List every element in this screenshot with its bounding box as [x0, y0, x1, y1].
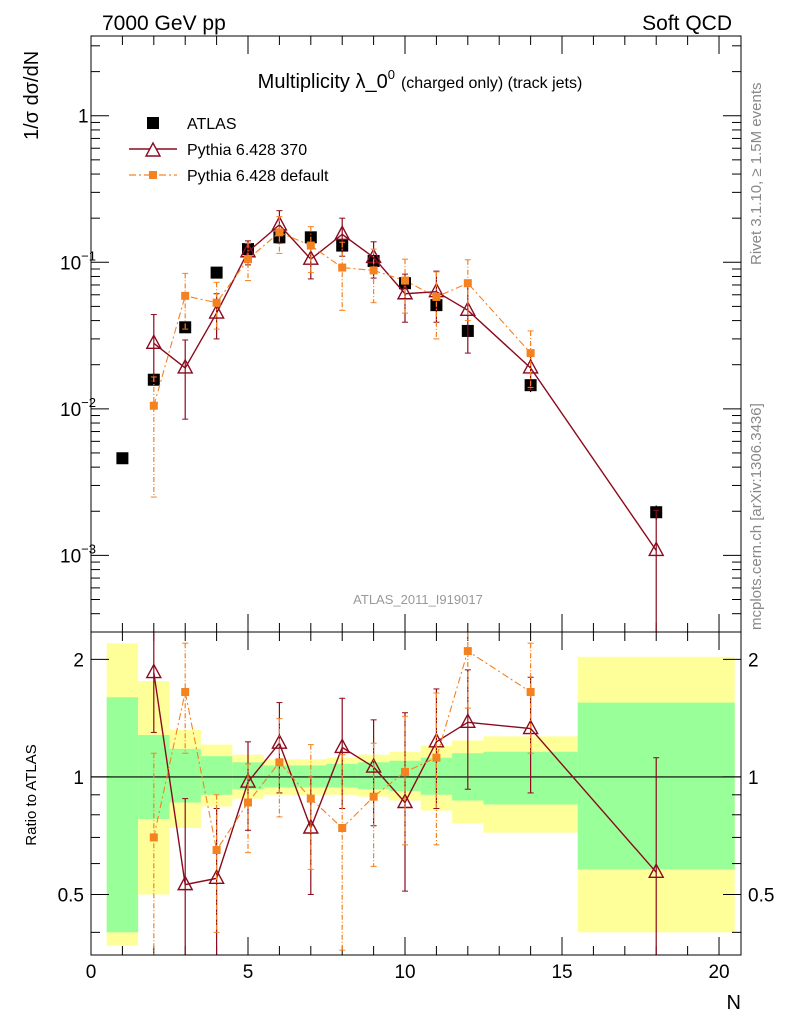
ratio-ytick-label-left: 0.5 — [58, 886, 84, 907]
energy-label: 7000 GeV pp — [102, 12, 226, 35]
main-series-line — [153, 231, 532, 406]
ratio-panel: 2 2 1 1 0.5 0.5 0 5 10 15 20 Ratio to ATLAS N — [23, 631, 774, 1014]
main-point-pythia370 — [648, 540, 665, 557]
main-point-pythia-default — [432, 292, 441, 301]
main-panel: 1 10−1 10−2 10−3 Multiplicity λ_00(charged … — [21, 35, 742, 633]
ratio-point-pythia-default — [463, 647, 472, 656]
main-point-pythia370 — [334, 224, 351, 241]
ratio-series-0 — [145, 631, 665, 956]
main-series-group — [116, 210, 665, 633]
main-ytick-label: 10−1 — [60, 248, 96, 274]
xtick-label: 10 — [394, 962, 415, 983]
main-point-pythia-default — [212, 298, 221, 307]
ratio-point-pythia-default — [401, 767, 410, 776]
main-point-pythia-default — [526, 349, 535, 358]
main-point-pythia370 — [396, 284, 414, 300]
ratio-point-pythia-default — [432, 753, 441, 762]
ratio-point-pythia370 — [459, 712, 476, 728]
legend-pythia370-marker — [144, 141, 162, 157]
ratio-point-pythia-default — [369, 792, 378, 801]
x-axis-label: N — [727, 992, 741, 1014]
ratio-point-pythia-default — [149, 833, 158, 842]
category-label: Soft QCD — [642, 12, 732, 35]
ratio-series-group — [145, 631, 665, 956]
main-point-pythia-default — [275, 228, 284, 237]
ratio-point-pythia-default — [212, 845, 221, 854]
ratio-point-pythia-default — [338, 824, 347, 833]
main-ytick-label: 10−3 — [60, 541, 96, 567]
legend: ATLAS Pythia 6.428 370 Pythia 6.428 defa… — [129, 116, 329, 185]
ratio-point-pythia370 — [177, 875, 194, 891]
xtick-label: 0 — [86, 962, 97, 983]
main-point-atlas — [210, 266, 223, 279]
main-axis-ticks: 1 10−1 10−2 10−3 — [60, 36, 741, 633]
main-point-pythia-default — [149, 401, 158, 410]
ratio-point-pythia370 — [365, 757, 382, 773]
rivet-version-text: Rivet 3.1.10, ≥ 1.5M events — [748, 83, 765, 266]
ratio-ytick-label-right: 0.5 — [748, 886, 774, 907]
source-text: mcplots.cern.ch [arXiv:1306.3436] — [748, 403, 765, 630]
legend-atlas-label: ATLAS — [187, 116, 237, 133]
ratio-uncertainty-bands — [106, 643, 735, 946]
main-point-pythia-default — [244, 255, 253, 264]
xtick-label: 5 — [243, 962, 254, 983]
ratio-ytick-label-left: 1 — [73, 768, 84, 789]
ratio-point-pythia370 — [648, 862, 665, 878]
ratio-point-pythia370 — [145, 663, 162, 679]
main-ylabel: 1/σ dσ/dN — [21, 51, 43, 140]
ratio-axis-ticks: 2 2 1 1 0.5 0.5 0 5 10 15 20 — [58, 632, 774, 983]
main-point-pythia-default — [401, 276, 410, 285]
main-point-pythia370 — [208, 303, 225, 319]
ratio-point-pythia-default — [306, 794, 315, 803]
ratio-point-pythia-default — [526, 687, 535, 696]
xtick-label: 20 — [708, 962, 729, 983]
legend-pythia-default-marker — [149, 171, 157, 179]
ratio-point-pythia-default — [244, 798, 253, 807]
ratio-series-line — [153, 650, 531, 852]
main-ytick-label: 10−2 — [60, 395, 96, 421]
ratio-band-green — [169, 748, 201, 803]
xtick-label: 15 — [551, 962, 572, 983]
ratio-point-pythia-default — [275, 758, 284, 767]
main-point-pythia370 — [459, 300, 476, 317]
main-point-pythia370 — [177, 358, 194, 374]
main-point-pythia-default — [338, 263, 347, 272]
ratio-series-1 — [149, 631, 535, 956]
ratio-ytick-label-right: 2 — [748, 650, 759, 671]
legend-atlas-marker — [147, 117, 159, 129]
legend-pythia-default-label: Pythia 6.428 default — [187, 168, 329, 185]
ratio-ytick-label-left: 2 — [73, 650, 84, 671]
main-point-pythia-default — [306, 241, 315, 250]
ratio-point-pythia370 — [208, 868, 225, 885]
ratio-point-pythia-default — [181, 687, 190, 696]
ratio-band-green — [200, 756, 233, 795]
ratio-band-green — [106, 697, 139, 933]
legend-pythia370-label: Pythia 6.428 370 — [187, 142, 307, 159]
main-point-pythia370 — [145, 333, 162, 349]
ratio-frame — [90, 631, 742, 956]
main-series-2 — [149, 216, 535, 498]
ratio-point-pythia370 — [334, 737, 351, 754]
main-point-pythia-default — [181, 291, 190, 300]
main-point-pythia-default — [369, 266, 378, 275]
ratio-point-pythia370 — [271, 733, 288, 749]
ratio-ylabel: Ratio to ATLAS — [23, 744, 40, 845]
main-point-atlas — [116, 452, 129, 465]
ratio-ytick-label-right: 1 — [748, 768, 759, 789]
ratio-point-pythia370 — [302, 818, 319, 834]
main-ytick-label: 1 — [78, 107, 89, 128]
main-point-pythia-default — [463, 279, 472, 288]
analysis-id: ATLAS_2011_I919017 — [353, 592, 483, 607]
main-title: Multiplicity λ_00(charged only) (track j… — [258, 67, 583, 93]
